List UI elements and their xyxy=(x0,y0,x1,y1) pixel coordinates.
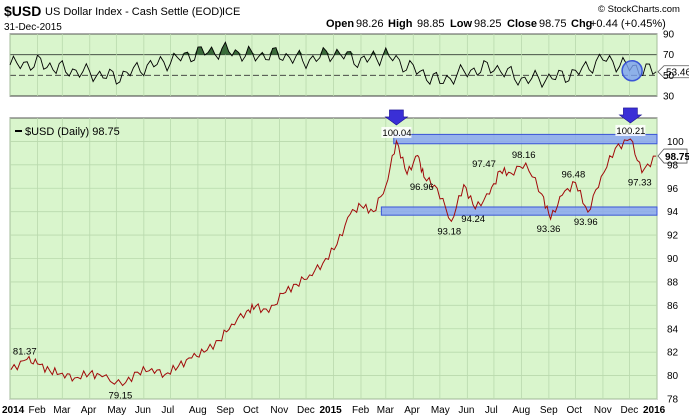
x-tick-label: Apr xyxy=(404,405,420,416)
annotation-bg xyxy=(381,126,412,138)
price-value-label: 98.75 xyxy=(665,152,689,163)
symbol: $USD xyxy=(4,3,41,19)
close-label: Close xyxy=(507,18,537,30)
annotation-bg xyxy=(615,124,646,136)
x-tick-label: Jun xyxy=(458,405,474,416)
low-label: Low xyxy=(450,18,472,30)
x-tick-label: 2015 xyxy=(320,405,343,416)
rsi-value-label: 53.46 xyxy=(666,67,689,78)
price-grid xyxy=(9,118,658,400)
x-tick-label: Nov xyxy=(594,405,612,416)
x-tick-label: Mar xyxy=(53,405,71,416)
close-value: 98.75 xyxy=(539,18,567,30)
price-annotation: 98.16 xyxy=(512,150,536,161)
annotation-layer: 81.37 79.15 100.04 96.96 97.47 98.16 93.1894.2… xyxy=(13,107,652,402)
price-annotation: 81.37 xyxy=(13,347,37,358)
price-annotation: 94.24 xyxy=(461,214,485,225)
x-tick-label: Feb xyxy=(28,405,46,416)
open-value: 98.26 xyxy=(356,18,384,30)
x-tick-label: 2016 xyxy=(643,405,666,416)
low-value: 98.25 xyxy=(474,18,502,30)
price-tick-label: 96 xyxy=(667,184,679,195)
price-tick-label: 94 xyxy=(667,207,679,218)
high-label: High xyxy=(388,18,413,30)
price-annotation: 96.96 xyxy=(410,182,434,193)
x-tick-label: May xyxy=(431,405,450,416)
x-tick-label: Jul xyxy=(161,405,174,416)
x-tick-label: Oct xyxy=(566,405,582,416)
x-axis: 2014 Feb Mar Apr May Jun Jul Aug Sep Oct Nov Dec 201… xyxy=(2,405,666,416)
rsi-tick-label: 30 xyxy=(663,92,675,103)
x-tick-label: May xyxy=(107,405,126,416)
rsi-tick-label: 90 xyxy=(663,30,675,41)
exchange: ICE xyxy=(222,6,240,18)
rsi-line xyxy=(9,41,657,89)
x-tick-label: Jun xyxy=(135,405,151,416)
price-tick-label: 80 xyxy=(667,371,679,382)
x-tick-label: Nov xyxy=(270,405,288,416)
legend-label: $USD (Daily) 98.75 xyxy=(25,126,120,138)
rsi-axis: 30 50 70 90 xyxy=(663,30,675,103)
x-tick-label: Sep xyxy=(540,405,558,416)
peak-arrow xyxy=(384,109,409,126)
price-value-tag xyxy=(657,148,688,164)
x-tick-label: Aug xyxy=(512,405,530,416)
x-tick-label: Oct xyxy=(243,405,259,416)
rsi-layer: 53.46 xyxy=(9,41,689,89)
price-annotation: 97.47 xyxy=(472,159,496,170)
support-band xyxy=(380,206,658,216)
price-annotation: 93.18 xyxy=(437,226,461,237)
price-line xyxy=(10,138,657,387)
x-tick-label: Sep xyxy=(216,405,234,416)
x-tick-label: Mar xyxy=(377,405,395,416)
band-layer xyxy=(380,133,658,216)
x-tick-label: Apr xyxy=(81,405,97,416)
price-annotation: 79.15 xyxy=(109,391,133,402)
chart-date: 31-Dec-2015 xyxy=(4,22,62,33)
x-tick-label: Aug xyxy=(189,405,207,416)
peak-arrow xyxy=(618,107,643,124)
high-value: 98.85 xyxy=(417,18,445,30)
chg-value: +0.44 (+0.45%) xyxy=(590,18,666,30)
rsi-tick-label: 50 xyxy=(663,71,675,82)
price-tick-label: 86 xyxy=(667,301,679,312)
chg-label: Chg xyxy=(571,18,592,30)
price-annotation: 100.04 xyxy=(382,128,411,139)
price-tick-label: 84 xyxy=(667,324,679,335)
resistance-band xyxy=(393,133,658,145)
rsi-tick-label: 70 xyxy=(663,50,675,61)
price-axis: 78 80 82 84 86 88 90 92 94 96 98 100 xyxy=(667,137,684,406)
price-annotation: 100.21 xyxy=(616,126,645,137)
price-annotation: 93.96 xyxy=(574,217,598,228)
price-tick-label: 98 xyxy=(667,160,679,171)
x-tick-label: Jul xyxy=(485,405,498,416)
rsi-highlight-circle xyxy=(621,60,643,82)
price-tick-label: 90 xyxy=(667,254,679,265)
x-tick-label: Dec xyxy=(297,405,315,416)
price-layer: 98.75 xyxy=(10,138,689,387)
price-tick-label: 88 xyxy=(667,277,679,288)
x-tick-label: 2014 xyxy=(2,405,25,416)
price-tick-label: 92 xyxy=(667,231,679,242)
price-annotation: 97.33 xyxy=(628,178,652,189)
open-label: Open xyxy=(326,18,354,30)
rsi-value-tag xyxy=(657,65,689,79)
instrument-name: US Dollar Index - Cash Settle (EOD) xyxy=(45,6,223,18)
x-tick-label: Feb xyxy=(352,405,370,416)
price-tick-label: 82 xyxy=(667,348,679,359)
price-tick-label: 100 xyxy=(667,137,684,148)
price-tick-label: 78 xyxy=(667,395,679,406)
watermark: © StockCharts.com xyxy=(598,4,680,15)
price-annotation: 93.36 xyxy=(537,224,561,235)
price-annotation: 96.48 xyxy=(561,170,585,181)
x-tick-label: Dec xyxy=(621,405,639,416)
